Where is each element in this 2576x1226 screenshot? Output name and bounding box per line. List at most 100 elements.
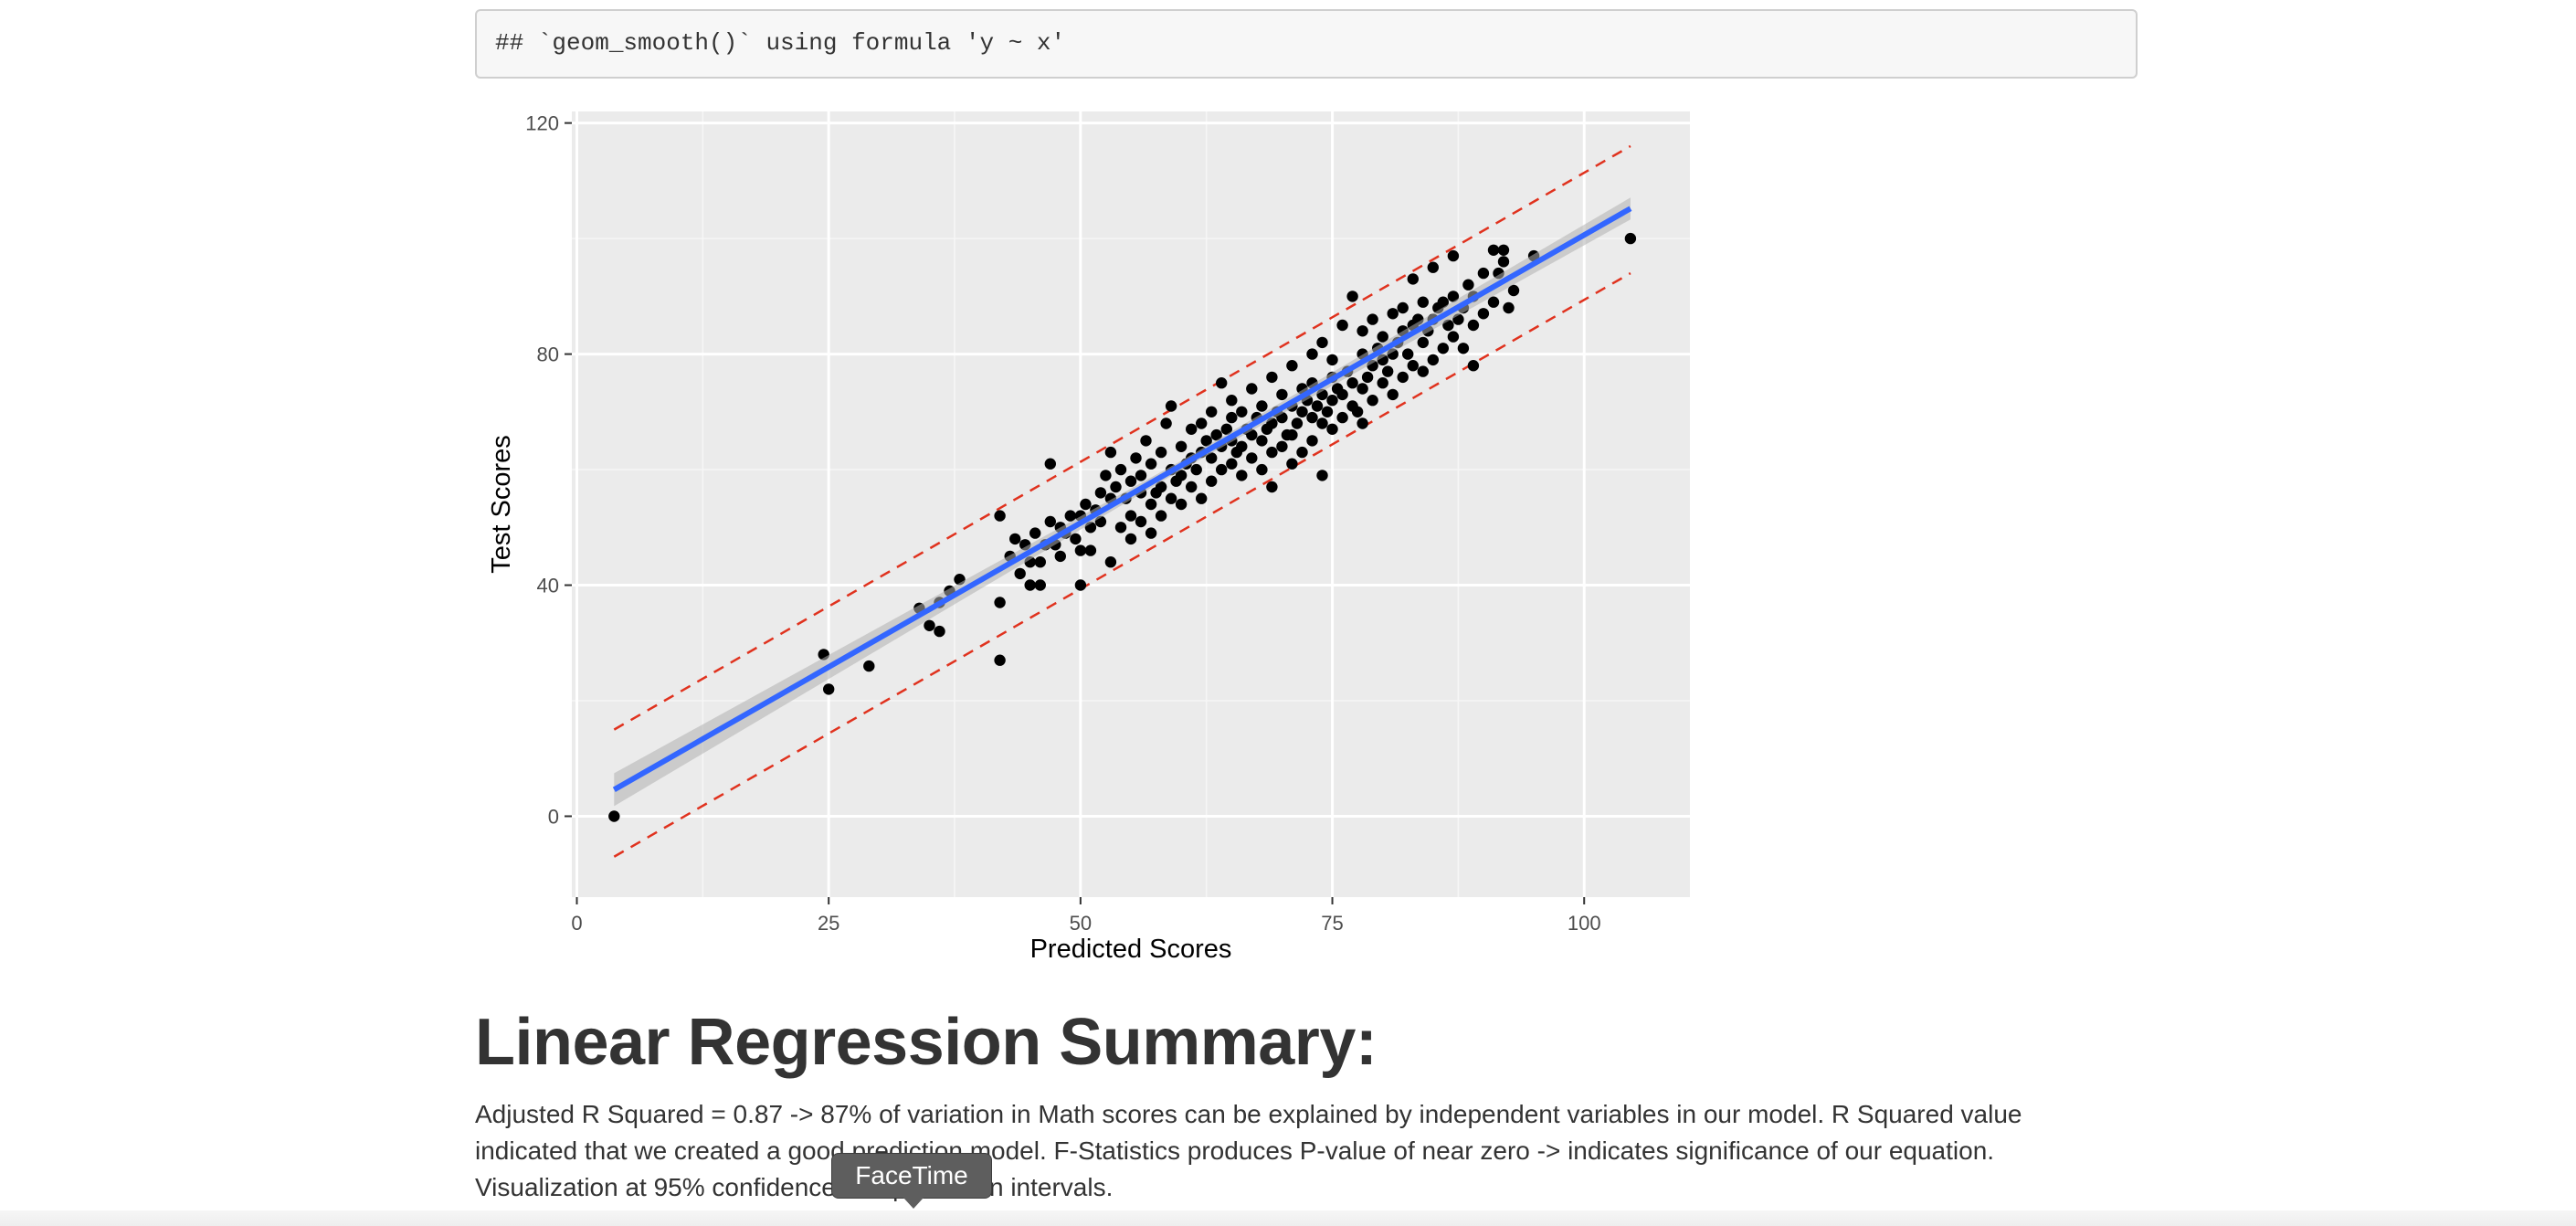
y-tick-label: 80 (537, 343, 559, 366)
data-point (1029, 527, 1041, 539)
data-point (1377, 331, 1388, 343)
data-point (1226, 458, 1238, 470)
data-point (608, 810, 620, 822)
data-point (1165, 492, 1177, 504)
data-point (1145, 527, 1157, 539)
data-point (994, 654, 1006, 666)
data-point (1316, 470, 1328, 481)
data-point (1236, 406, 1248, 417)
data-point (994, 597, 1006, 608)
data-point (1296, 446, 1308, 459)
data-point (1447, 331, 1460, 343)
data-point (1382, 365, 1394, 377)
data-point (1070, 533, 1082, 545)
data-point (1190, 463, 1202, 476)
x-tick-label: 50 (1070, 912, 1092, 935)
data-point (1336, 411, 1348, 424)
data-point (1256, 463, 1268, 476)
data-point (1145, 458, 1157, 470)
data-point (1367, 395, 1378, 407)
data-point (1009, 533, 1021, 545)
summary-heading: Linear Regression Summary: (475, 1006, 1378, 1079)
data-point (1135, 515, 1147, 528)
data-point (1024, 579, 1036, 591)
data-point (1357, 325, 1368, 337)
data-point (1624, 232, 1637, 245)
y-tick-label: 40 (537, 575, 559, 597)
data-point (1336, 388, 1348, 401)
data-point (1306, 411, 1318, 424)
data-point (1206, 406, 1218, 417)
data-point (1407, 273, 1419, 285)
data-point (1326, 395, 1338, 407)
data-point (1477, 308, 1490, 320)
data-point (1402, 348, 1414, 360)
data-point (1377, 377, 1388, 389)
data-point (1367, 313, 1378, 325)
data-point (1447, 249, 1460, 262)
data-point (1044, 515, 1056, 528)
data-point (1175, 470, 1188, 481)
data-point (1124, 533, 1137, 545)
data-point (1074, 544, 1087, 556)
data-point (1276, 440, 1288, 452)
lower-prediction-band (613, 271, 1631, 858)
data-point (1155, 446, 1167, 459)
data-point (1124, 510, 1137, 522)
data-point (1336, 319, 1348, 332)
data-point (1462, 279, 1474, 291)
y-axis-label: Test Scores (487, 435, 516, 574)
data-point (1326, 423, 1338, 435)
facetime-tooltip: FaceTime (831, 1153, 992, 1209)
data-point (1477, 267, 1490, 280)
x-tick-label: 25 (818, 912, 839, 935)
data-point (1186, 481, 1198, 493)
x-tick-label: 0 (571, 912, 582, 935)
data-point (1246, 383, 1258, 395)
y-tick-label: 0 (548, 805, 559, 828)
data-point (1497, 244, 1510, 256)
data-point (1437, 296, 1450, 308)
data-point (1316, 417, 1328, 429)
data-point (1427, 261, 1440, 273)
data-point (1316, 336, 1328, 349)
data-point (1155, 481, 1167, 493)
data-point (1196, 417, 1208, 429)
data-point (1140, 435, 1152, 447)
data-point (1196, 492, 1208, 504)
data-point (1326, 354, 1338, 366)
x-tick-label: 100 (1568, 912, 1601, 935)
data-point (1064, 510, 1076, 522)
data-point (1286, 360, 1298, 372)
data-point (1104, 446, 1117, 459)
x-tick-label: 75 (1321, 912, 1343, 935)
data-point (1503, 301, 1515, 314)
data-point (1160, 417, 1172, 429)
data-point (924, 619, 935, 631)
data-point (1361, 371, 1374, 384)
data-point (1206, 475, 1218, 487)
data-point (1216, 377, 1228, 389)
data-point (1487, 244, 1500, 256)
x-axis-label: Predicted Scores (1030, 935, 1232, 964)
data-point (1074, 579, 1087, 591)
data-point (1114, 463, 1127, 476)
data-point (1387, 308, 1399, 320)
data-point (1100, 470, 1112, 481)
data-point (1135, 470, 1147, 481)
data-point (1291, 417, 1304, 429)
data-point (1387, 388, 1399, 401)
data-point (1246, 452, 1258, 464)
data-point (1124, 475, 1137, 487)
data-point (1397, 371, 1409, 384)
data-point (1054, 550, 1066, 563)
data-point (1467, 319, 1480, 332)
data-point (1165, 400, 1177, 412)
data-point (1311, 400, 1324, 412)
data-point (1437, 343, 1450, 354)
data-point (1080, 498, 1092, 511)
data-point (1306, 435, 1318, 447)
data-point (1034, 579, 1046, 591)
scatter-plot: 0 25 50 75 100 0 40 80 120 Predicted Scores Test… (487, 111, 1690, 964)
data-point (1175, 440, 1188, 452)
